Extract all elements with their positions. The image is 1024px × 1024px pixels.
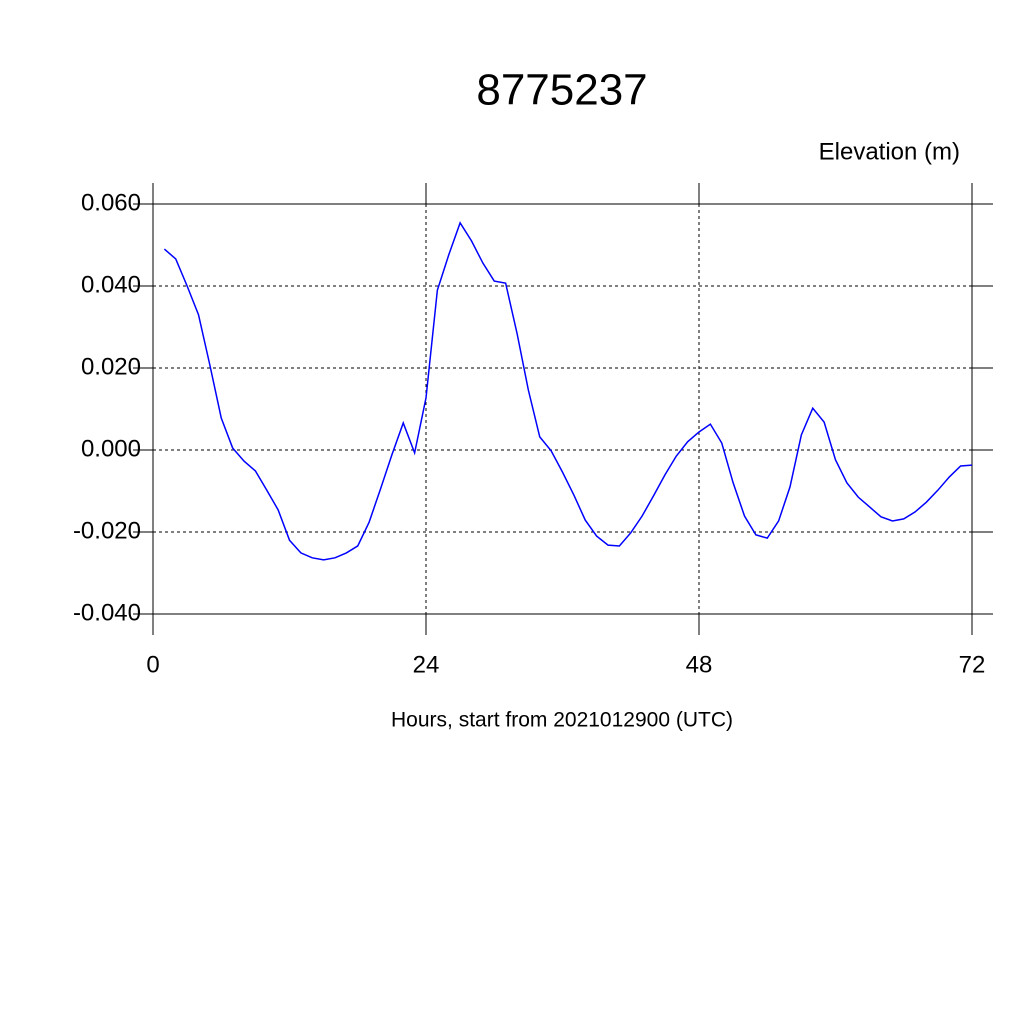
data-line bbox=[163, 221, 973, 561]
x-tick-label: 48 bbox=[686, 651, 713, 678]
x-tick-label: 24 bbox=[413, 651, 440, 678]
x-axis-label: Hours, start from 2021012900 (UTC) bbox=[391, 709, 733, 732]
plot-frame bbox=[152, 203, 973, 615]
y-axis-label: Elevation (m) bbox=[819, 138, 960, 165]
y-tick-label: 0.020 bbox=[81, 353, 141, 380]
y-tick-label: 0.060 bbox=[81, 189, 141, 216]
x-tick-label: 0 bbox=[146, 651, 159, 678]
x-tick-label: 72 bbox=[959, 651, 986, 678]
y-tick-label: -0.040 bbox=[73, 599, 141, 626]
chart-title: 8775237 bbox=[476, 66, 647, 115]
y-tick-label: 0.000 bbox=[81, 435, 141, 462]
y-tick-label: 0.040 bbox=[81, 271, 141, 298]
y-tick-label: -0.020 bbox=[73, 517, 141, 544]
